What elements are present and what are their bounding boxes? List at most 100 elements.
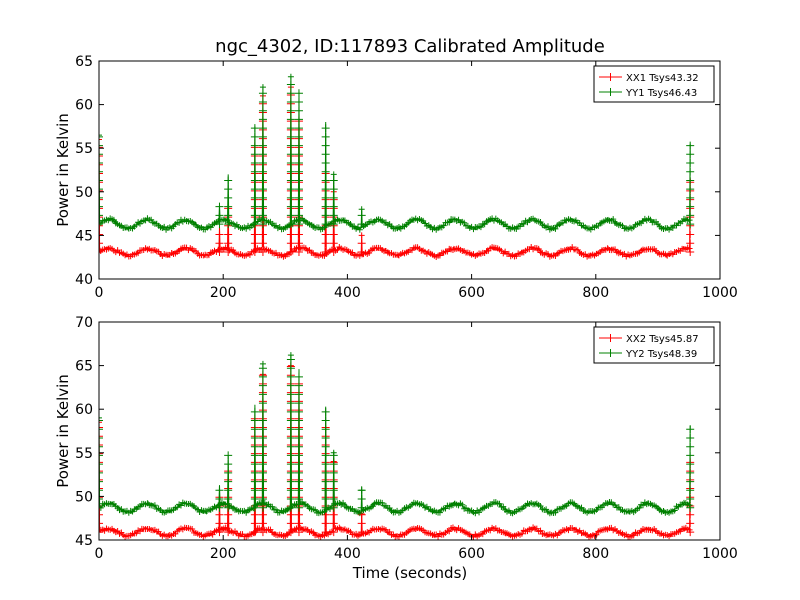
spike-marker <box>286 486 295 495</box>
spike-marker <box>286 390 295 399</box>
series-markers <box>99 352 695 517</box>
spike-marker <box>250 124 259 133</box>
legend-label: XX2 Tsys45.87 <box>626 334 699 345</box>
spike-marker <box>294 486 303 495</box>
spike-marker <box>258 442 267 451</box>
spike-marker <box>321 124 330 133</box>
spike-marker <box>99 423 103 432</box>
spike-marker <box>99 467 103 476</box>
spike-marker <box>321 519 330 528</box>
spike-marker <box>224 220 233 229</box>
spike-marker <box>258 510 267 519</box>
spike-marker <box>294 211 303 220</box>
spike-marker <box>294 451 303 460</box>
spike-marker <box>294 220 303 229</box>
spike-marker <box>99 141 103 150</box>
spike-marker <box>686 141 695 150</box>
spike-marker <box>250 239 259 248</box>
spike-marker <box>286 89 295 98</box>
spike-marker <box>215 486 224 495</box>
spike-marker <box>250 150 259 159</box>
spike-marker <box>250 477 259 486</box>
spike-marker <box>286 185 295 194</box>
spike-marker <box>99 475 103 484</box>
spike-marker <box>294 239 303 248</box>
spike-marker <box>99 185 103 194</box>
spike-marker <box>294 150 303 159</box>
spike-marker <box>286 495 295 504</box>
spike-marker <box>357 220 366 229</box>
y-tick-label: 40 <box>75 272 93 288</box>
spike-marker <box>321 176 330 185</box>
spike-marker <box>321 220 330 229</box>
spike-marker <box>286 407 295 416</box>
spike-marker <box>250 141 259 150</box>
spike-marker <box>286 416 295 425</box>
spike-marker <box>258 202 267 211</box>
spike-marker <box>286 167 295 176</box>
spike-marker <box>224 477 233 486</box>
spike-marker <box>99 510 103 519</box>
spike-marker <box>294 124 303 133</box>
spike-marker <box>294 230 303 239</box>
spike-marker <box>224 460 233 469</box>
y-tick-label: 65 <box>75 54 93 70</box>
spike-marker <box>286 220 295 229</box>
series-marker-path <box>99 73 693 233</box>
spike-marker <box>329 510 338 519</box>
plot-frame <box>98 321 721 541</box>
spike-marker <box>258 372 267 381</box>
legend-marker <box>606 73 615 81</box>
spike-marker <box>321 460 330 469</box>
spike-marker <box>686 495 695 504</box>
spike-marker <box>321 425 330 434</box>
spike-marker <box>99 493 103 502</box>
spike-marker <box>321 468 330 477</box>
spike-marker <box>286 176 295 185</box>
x-tick-label: 400 <box>334 285 361 301</box>
legend-label: YY1 Tsys46.43 <box>625 88 697 99</box>
x-tick-label: 400 <box>334 546 361 562</box>
spike-marker <box>99 176 103 185</box>
spike-marker <box>294 176 303 185</box>
spike-marker <box>686 460 695 469</box>
spike-marker <box>286 425 295 434</box>
spike-marker <box>321 132 330 141</box>
spike-marker <box>686 176 695 185</box>
spike-marker <box>99 202 103 211</box>
top-panel: 0 200 400 600 800 1000 40 45 50 55 60 65 XX1 Tsys43.… <box>75 54 738 301</box>
spike-marker <box>250 433 259 442</box>
spike-marker <box>99 425 103 434</box>
spike-marker <box>321 486 330 495</box>
spike-marker <box>329 202 338 211</box>
spike-marker <box>250 460 259 469</box>
spike-marker <box>250 416 259 425</box>
spike-marker <box>99 440 103 449</box>
spike-marker <box>286 141 295 150</box>
spike-marker <box>250 528 259 537</box>
spike-marker <box>224 495 233 504</box>
spike-marker <box>99 186 103 195</box>
spike-marker <box>250 503 259 512</box>
y-tick-label: 70 <box>75 315 93 331</box>
spike-marker <box>99 432 103 441</box>
y-tick-label: 50 <box>75 489 93 505</box>
spike-marker <box>686 185 695 194</box>
x-tick-label: 600 <box>458 285 485 301</box>
spike-marker <box>686 211 695 220</box>
spike-marker <box>321 150 330 159</box>
spike-marker <box>686 193 695 202</box>
spike-marker <box>357 239 366 248</box>
y-tick-label: 45 <box>75 533 93 549</box>
spike-marker <box>224 202 233 211</box>
spike-marker <box>286 510 295 519</box>
spike-marker <box>329 239 338 248</box>
spike-marker <box>686 202 695 211</box>
x-tick-label: 600 <box>458 546 485 562</box>
spike-marker <box>250 519 259 528</box>
spike-marker <box>215 247 224 256</box>
series-yy2 <box>99 352 695 517</box>
spike-marker <box>686 442 695 451</box>
spike-marker <box>215 239 224 248</box>
